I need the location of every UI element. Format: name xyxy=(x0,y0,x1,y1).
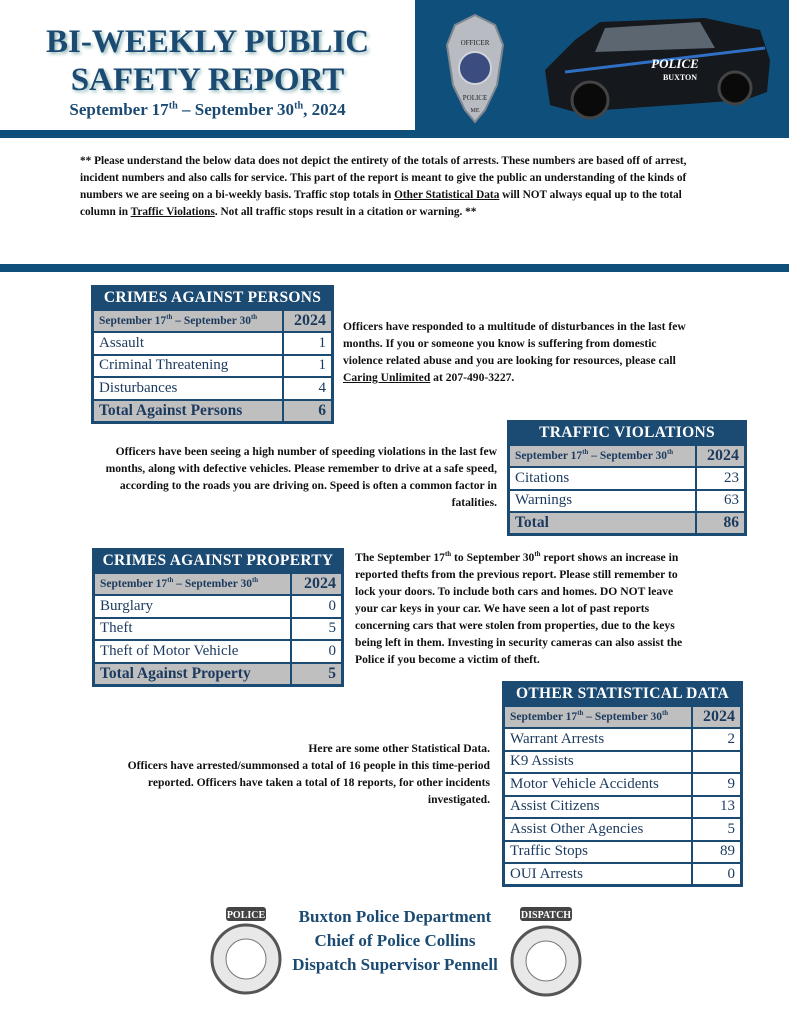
table-row: Theft of Motor Vehicle 0 xyxy=(92,639,344,664)
caring-unlimited-link: Caring Unlimited xyxy=(343,371,431,384)
row-value: 86 xyxy=(695,511,747,536)
row-value: 6 xyxy=(281,398,334,423)
crimes-against-persons-table: CRIMES AGAINST PERSONS September 17th – … xyxy=(91,285,334,424)
header-left xyxy=(0,0,415,130)
footer-signature: Buxton Police Department Chief of Police… xyxy=(270,905,520,977)
row-label: Disturbances xyxy=(91,376,284,401)
police-seal-icon: POLICE xyxy=(210,907,282,995)
row-value: 1 xyxy=(281,331,334,356)
chief-name: Chief of Police Collins xyxy=(314,931,476,950)
total-row: Total 86 xyxy=(507,511,747,536)
year-header: 2024 xyxy=(695,443,747,468)
report-title-line2: SAFETY REPORT xyxy=(70,62,345,98)
traffic-note: Officers have been seeing a high number … xyxy=(105,445,497,509)
row-value: 5 xyxy=(289,661,344,686)
row-label: K9 Assists xyxy=(502,749,694,774)
table-row: Warrant Arrests 2 xyxy=(502,727,743,752)
header-photo-panel: OFFICER POLICE ME POLICE BUXTON xyxy=(415,0,789,130)
table-title: TRAFFIC VIOLATIONS xyxy=(507,420,747,446)
row-value: 13 xyxy=(691,794,743,819)
table-row: Assist Other Agencies 5 xyxy=(502,817,743,842)
seal-text: POLICE xyxy=(227,910,266,921)
table-title: CRIMES AGAINST PERSONS xyxy=(91,285,334,311)
row-label: Citations xyxy=(507,466,698,491)
persons-note: Officers have responded to a multitude o… xyxy=(343,320,686,384)
row-label: Burglary xyxy=(92,594,292,619)
property-note: The September 17th to September 30th rep… xyxy=(355,550,683,666)
other-note: Here are some other Statistical Data. Off… xyxy=(127,742,490,806)
year-header: 2024 xyxy=(289,571,344,596)
table-row: Citations 23 xyxy=(507,466,747,491)
table-row: Traffic Stops 89 xyxy=(502,839,743,864)
row-label: Assist Citizens xyxy=(502,794,694,819)
badge-text: ME xyxy=(471,108,480,114)
car-text: BUXTON xyxy=(663,73,697,82)
row-label: Warnings xyxy=(507,488,698,513)
row-label: Motor Vehicle Accidents xyxy=(502,772,694,797)
row-label: Total Against Persons xyxy=(91,398,284,423)
police-car-icon: POLICE BUXTON xyxy=(545,18,770,120)
dispatch-seal-icon: DISPATCH xyxy=(510,907,582,997)
disclaimer: ** Please understand the below data does… xyxy=(80,155,687,218)
table-row: Disturbances 4 xyxy=(91,376,334,401)
row-label: Assault xyxy=(91,331,284,356)
row-value xyxy=(691,749,743,774)
row-value: 0 xyxy=(691,862,743,887)
row-label: Assist Other Agencies xyxy=(502,817,694,842)
row-label: Warrant Arrests xyxy=(502,727,694,752)
traffic-violations-table: TRAFFIC VIOLATIONS September 17th – Sept… xyxy=(507,420,747,536)
table-row: Assist Citizens 13 xyxy=(502,794,743,819)
table-row: OUI Arrests 0 xyxy=(502,862,743,887)
row-label: Total xyxy=(507,511,698,536)
row-value: 2 xyxy=(691,727,743,752)
table-row: Criminal Threatening 1 xyxy=(91,353,334,378)
year-header: 2024 xyxy=(691,704,743,729)
row-label: Theft xyxy=(92,616,292,641)
total-row: Total Against Property 5 xyxy=(92,661,344,686)
period-header: September 17th – September 30th xyxy=(507,443,698,468)
row-value: 89 xyxy=(691,839,743,864)
section-divider xyxy=(0,264,789,272)
row-value: 63 xyxy=(695,488,747,513)
badge-text: OFFICER xyxy=(461,39,490,47)
other-statistical-data-table: OTHER STATISTICAL DATA September 17th – … xyxy=(502,681,743,887)
car-text: POLICE xyxy=(651,56,699,71)
table-title: OTHER STATISTICAL DATA xyxy=(502,681,743,707)
crimes-against-property-table: CRIMES AGAINST PROPERTY September 17th –… xyxy=(92,548,344,687)
period-header: September 17th – September 30th xyxy=(92,571,292,596)
row-label: Traffic Stops xyxy=(502,839,694,864)
seal-text: DISPATCH xyxy=(521,910,571,921)
row-value: 0 xyxy=(289,639,344,664)
report-dates: September 17th – September 30th, 2024 xyxy=(69,100,346,119)
table-row: K9 Assists xyxy=(502,749,743,774)
year-header: 2024 xyxy=(281,308,334,333)
department-name: Buxton Police Department xyxy=(298,907,492,926)
row-label: OUI Arrests xyxy=(502,862,694,887)
period-header: September 17th – September 30th xyxy=(91,308,284,333)
table-row: Warnings 63 xyxy=(507,488,747,513)
row-label: Criminal Threatening xyxy=(91,353,284,378)
row-value: 5 xyxy=(289,616,344,641)
row-value: 9 xyxy=(691,772,743,797)
table-row: Theft 5 xyxy=(92,616,344,641)
badge-icon: OFFICER POLICE ME xyxy=(445,13,505,124)
row-value: 4 xyxy=(281,376,334,401)
row-value: 5 xyxy=(691,817,743,842)
period-header: September 17th – September 30th xyxy=(502,704,694,729)
table-row: Burglary 0 xyxy=(92,594,344,619)
table-row: Motor Vehicle Accidents 9 xyxy=(502,772,743,797)
table-row: Assault 1 xyxy=(91,331,334,356)
total-row: Total Against Persons 6 xyxy=(91,398,334,423)
header-stripe xyxy=(0,130,789,138)
row-value: 0 xyxy=(289,594,344,619)
row-label: Total Against Property xyxy=(92,661,292,686)
row-value: 23 xyxy=(695,466,747,491)
row-value: 1 xyxy=(281,353,334,378)
report-title-line1: BI-WEEKLY PUBLIC xyxy=(45,24,370,60)
dispatch-supervisor-name: Dispatch Supervisor Pennell xyxy=(292,955,498,974)
badge-text: POLICE xyxy=(463,94,488,102)
table-title: CRIMES AGAINST PROPERTY xyxy=(92,548,344,574)
badge-and-car-image: OFFICER POLICE ME POLICE BUXTON xyxy=(445,13,770,124)
row-label: Theft of Motor Vehicle xyxy=(92,639,292,664)
